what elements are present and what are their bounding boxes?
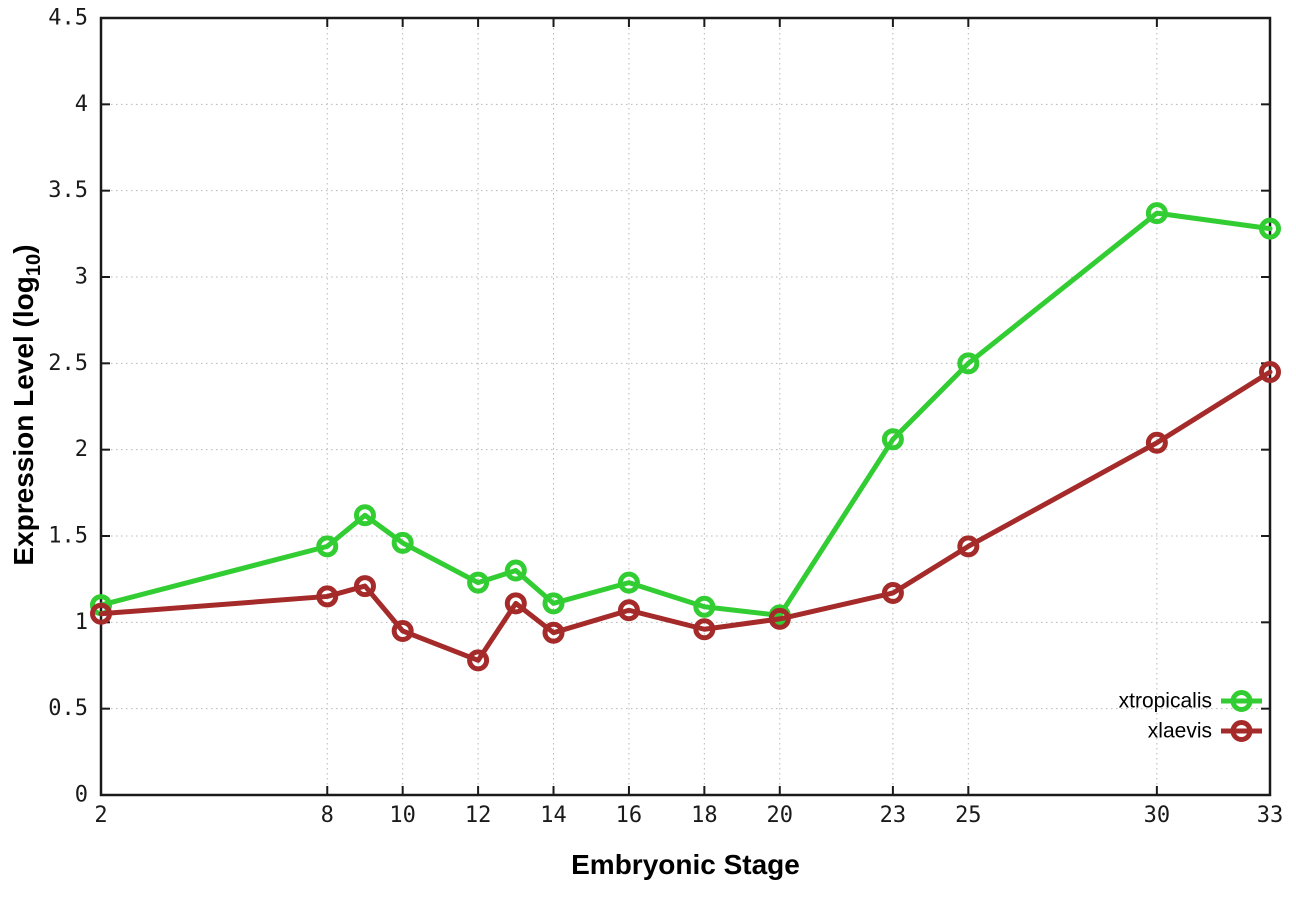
y-tick-label: 3 bbox=[75, 265, 88, 290]
x-tick-label: 30 bbox=[1144, 803, 1171, 828]
y-axis-title-close: ) bbox=[8, 244, 40, 254]
y-tick-label: 4.5 bbox=[48, 6, 88, 31]
data-point-xtropicalis bbox=[353, 504, 376, 527]
y-tick-label: 3.5 bbox=[48, 178, 88, 203]
data-point-xlaevis bbox=[957, 535, 980, 558]
x-tick-label: 16 bbox=[616, 803, 643, 828]
data-point-xlaevis bbox=[90, 602, 112, 625]
data-point-xtropicalis bbox=[391, 531, 414, 554]
y-tick-label: 2 bbox=[75, 437, 88, 462]
data-point-xlaevis bbox=[693, 618, 716, 641]
data-point-xtropicalis bbox=[542, 592, 565, 615]
data-point-xlaevis bbox=[617, 599, 640, 622]
y-tick-label: 2.5 bbox=[48, 351, 88, 376]
data-point-xlaevis bbox=[881, 581, 904, 604]
x-tick-label: 14 bbox=[540, 803, 567, 828]
data-point-xtropicalis bbox=[316, 535, 339, 558]
y-axis-title: Expression Level (log10) bbox=[8, 244, 46, 565]
data-point-xlaevis bbox=[1145, 431, 1168, 454]
data-point-xlaevis bbox=[542, 621, 565, 644]
data-point-xtropicalis bbox=[957, 352, 980, 375]
data-point-xtropicalis bbox=[693, 595, 716, 618]
y-tick-label: 0.5 bbox=[48, 696, 88, 721]
legend-marker-xlaevis bbox=[1230, 720, 1253, 742]
data-point-xlaevis bbox=[391, 619, 414, 642]
data-point-xlaevis bbox=[768, 607, 791, 630]
x-tick-label: 33 bbox=[1257, 803, 1284, 828]
data-point-xtropicalis bbox=[467, 571, 490, 594]
series-line-xlaevis bbox=[98, 369, 1273, 663]
y-axis-title-text: Expression Level (log bbox=[8, 276, 40, 566]
data-point-xlaevis bbox=[1259, 360, 1281, 383]
x-tick-label: 10 bbox=[389, 803, 416, 828]
y-axis-title-subscript: 10 bbox=[22, 253, 45, 277]
data-point-xlaevis bbox=[316, 585, 339, 608]
data-point-xtropicalis bbox=[617, 571, 640, 594]
y-tick-label: 1.5 bbox=[48, 524, 88, 549]
x-tick-label: 8 bbox=[321, 803, 334, 828]
y-tick-label: 4 bbox=[75, 92, 88, 117]
x-tick-label: 12 bbox=[465, 803, 492, 828]
data-point-xtropicalis bbox=[504, 559, 527, 582]
data-point-xlaevis bbox=[504, 592, 527, 615]
x-tick-label: 2 bbox=[94, 803, 107, 828]
legend-label-xlaevis: xlaevis bbox=[1148, 720, 1212, 743]
data-point-xtropicalis bbox=[1145, 202, 1168, 225]
y-tick-label: 1 bbox=[75, 610, 88, 635]
x-axis-title: Embryonic Stage bbox=[571, 849, 800, 880]
legend-marker-xtropicalis bbox=[1230, 690, 1253, 712]
data-point-xlaevis bbox=[353, 575, 376, 598]
data-point-xtropicalis bbox=[1259, 217, 1281, 240]
y-tick-label: 0 bbox=[75, 783, 88, 808]
legend-label-xtropicalis: xtropicalis bbox=[1119, 690, 1212, 713]
x-tick-label: 23 bbox=[880, 803, 907, 828]
x-tick-label: 20 bbox=[767, 803, 794, 828]
x-tick-label: 25 bbox=[955, 803, 982, 828]
data-point-xlaevis bbox=[467, 649, 490, 672]
data-point-xtropicalis bbox=[881, 428, 904, 451]
plot-border bbox=[99, 16, 1272, 797]
x-tick-label: 18 bbox=[691, 803, 718, 828]
series-line-xtropicalis bbox=[98, 210, 1273, 618]
